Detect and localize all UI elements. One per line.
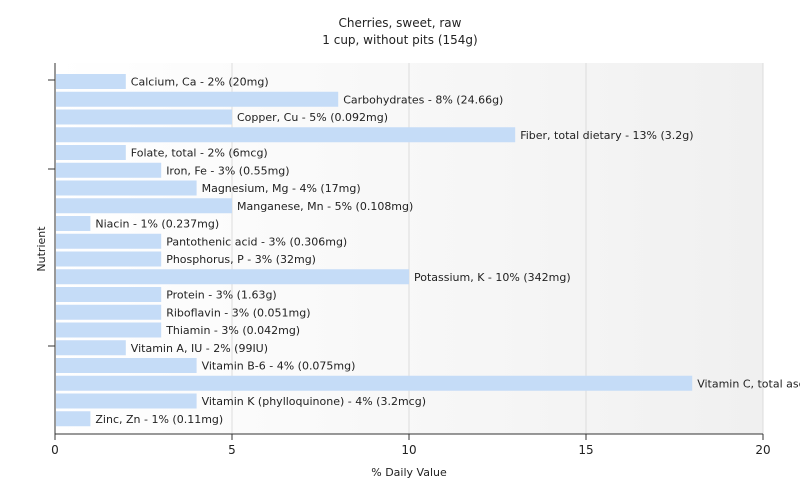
bar-label: Vitamin B-6 - 4% (0.075mg) (202, 360, 356, 373)
bar (56, 145, 126, 160)
bar-label: Manganese, Mn - 5% (0.108mg) (237, 200, 413, 213)
bar (56, 74, 126, 89)
bar-label: Calcium, Ca - 2% (20mg) (131, 76, 269, 89)
bar-label: Phosphorus, P - 3% (32mg) (166, 253, 316, 266)
bar (56, 216, 91, 231)
x-ticks: 0 5 10 15 20 (51, 434, 771, 457)
bar-label: Riboflavin - 3% (0.051mg) (166, 306, 310, 319)
bar (56, 251, 162, 267)
bar (56, 180, 197, 196)
bar (56, 233, 162, 249)
bar (56, 411, 91, 427)
bar (56, 162, 162, 178)
bar-label: Vitamin C, total ascorbic acid - 18% (10… (697, 377, 800, 390)
x-tick-label: 0 (51, 443, 59, 457)
bar (56, 304, 162, 320)
bar (56, 358, 197, 373)
y-axis-label: Nutrient (35, 226, 48, 272)
bar-label: Folate, total - 2% (6mcg) (131, 147, 268, 160)
bar-label: Vitamin K (phylloquinone) - 4% (3.2mcg) (202, 395, 426, 408)
grid (231, 63, 764, 434)
bar-label: Vitamin A, IU - 2% (99IU) (131, 342, 268, 355)
bar-label: Thiamin - 3% (0.042mg) (165, 324, 300, 337)
x-tick-label: 5 (228, 443, 236, 457)
bar-label: Potassium, K - 10% (342mg) (414, 271, 571, 284)
x-tick-label: 20 (755, 443, 770, 457)
bar-label: Pantothenic acid - 3% (0.306mg) (166, 235, 347, 248)
bar-label: Magnesium, Mg - 4% (17mg) (202, 182, 361, 195)
x-tick-label: 15 (578, 443, 593, 457)
bar (56, 109, 232, 125)
bar (56, 287, 162, 302)
bar (56, 322, 162, 338)
bar (56, 127, 516, 143)
bar-label: Fiber, total dietary - 13% (3.2g) (520, 129, 693, 142)
bar (56, 375, 693, 391)
bar-label: Zinc, Zn - 1% (0.11mg) (95, 413, 223, 426)
chart-title: Cherries, sweet, raw (339, 16, 462, 30)
x-tick-label: 10 (401, 443, 416, 457)
bar (56, 198, 232, 214)
bar (56, 393, 197, 409)
bar (56, 91, 339, 107)
bar-label: Protein - 3% (1.63g) (166, 289, 277, 302)
bar (56, 269, 409, 285)
x-axis-label: % Daily Value (371, 466, 447, 479)
bars: Calcium, Ca - 2% (20mg) Carbohydrates - 8… (56, 74, 800, 427)
bar (56, 340, 126, 356)
chart-subtitle: 1 cup, without pits (154g) (322, 33, 477, 47)
bar-label: Copper, Cu - 5% (0.092mg) (237, 111, 388, 124)
bar-label: Iron, Fe - 3% (0.55mg) (166, 164, 289, 177)
bar-label: Niacin - 1% (0.237mg) (95, 218, 219, 231)
bar-label: Carbohydrates - 8% (24.66g) (343, 93, 503, 106)
